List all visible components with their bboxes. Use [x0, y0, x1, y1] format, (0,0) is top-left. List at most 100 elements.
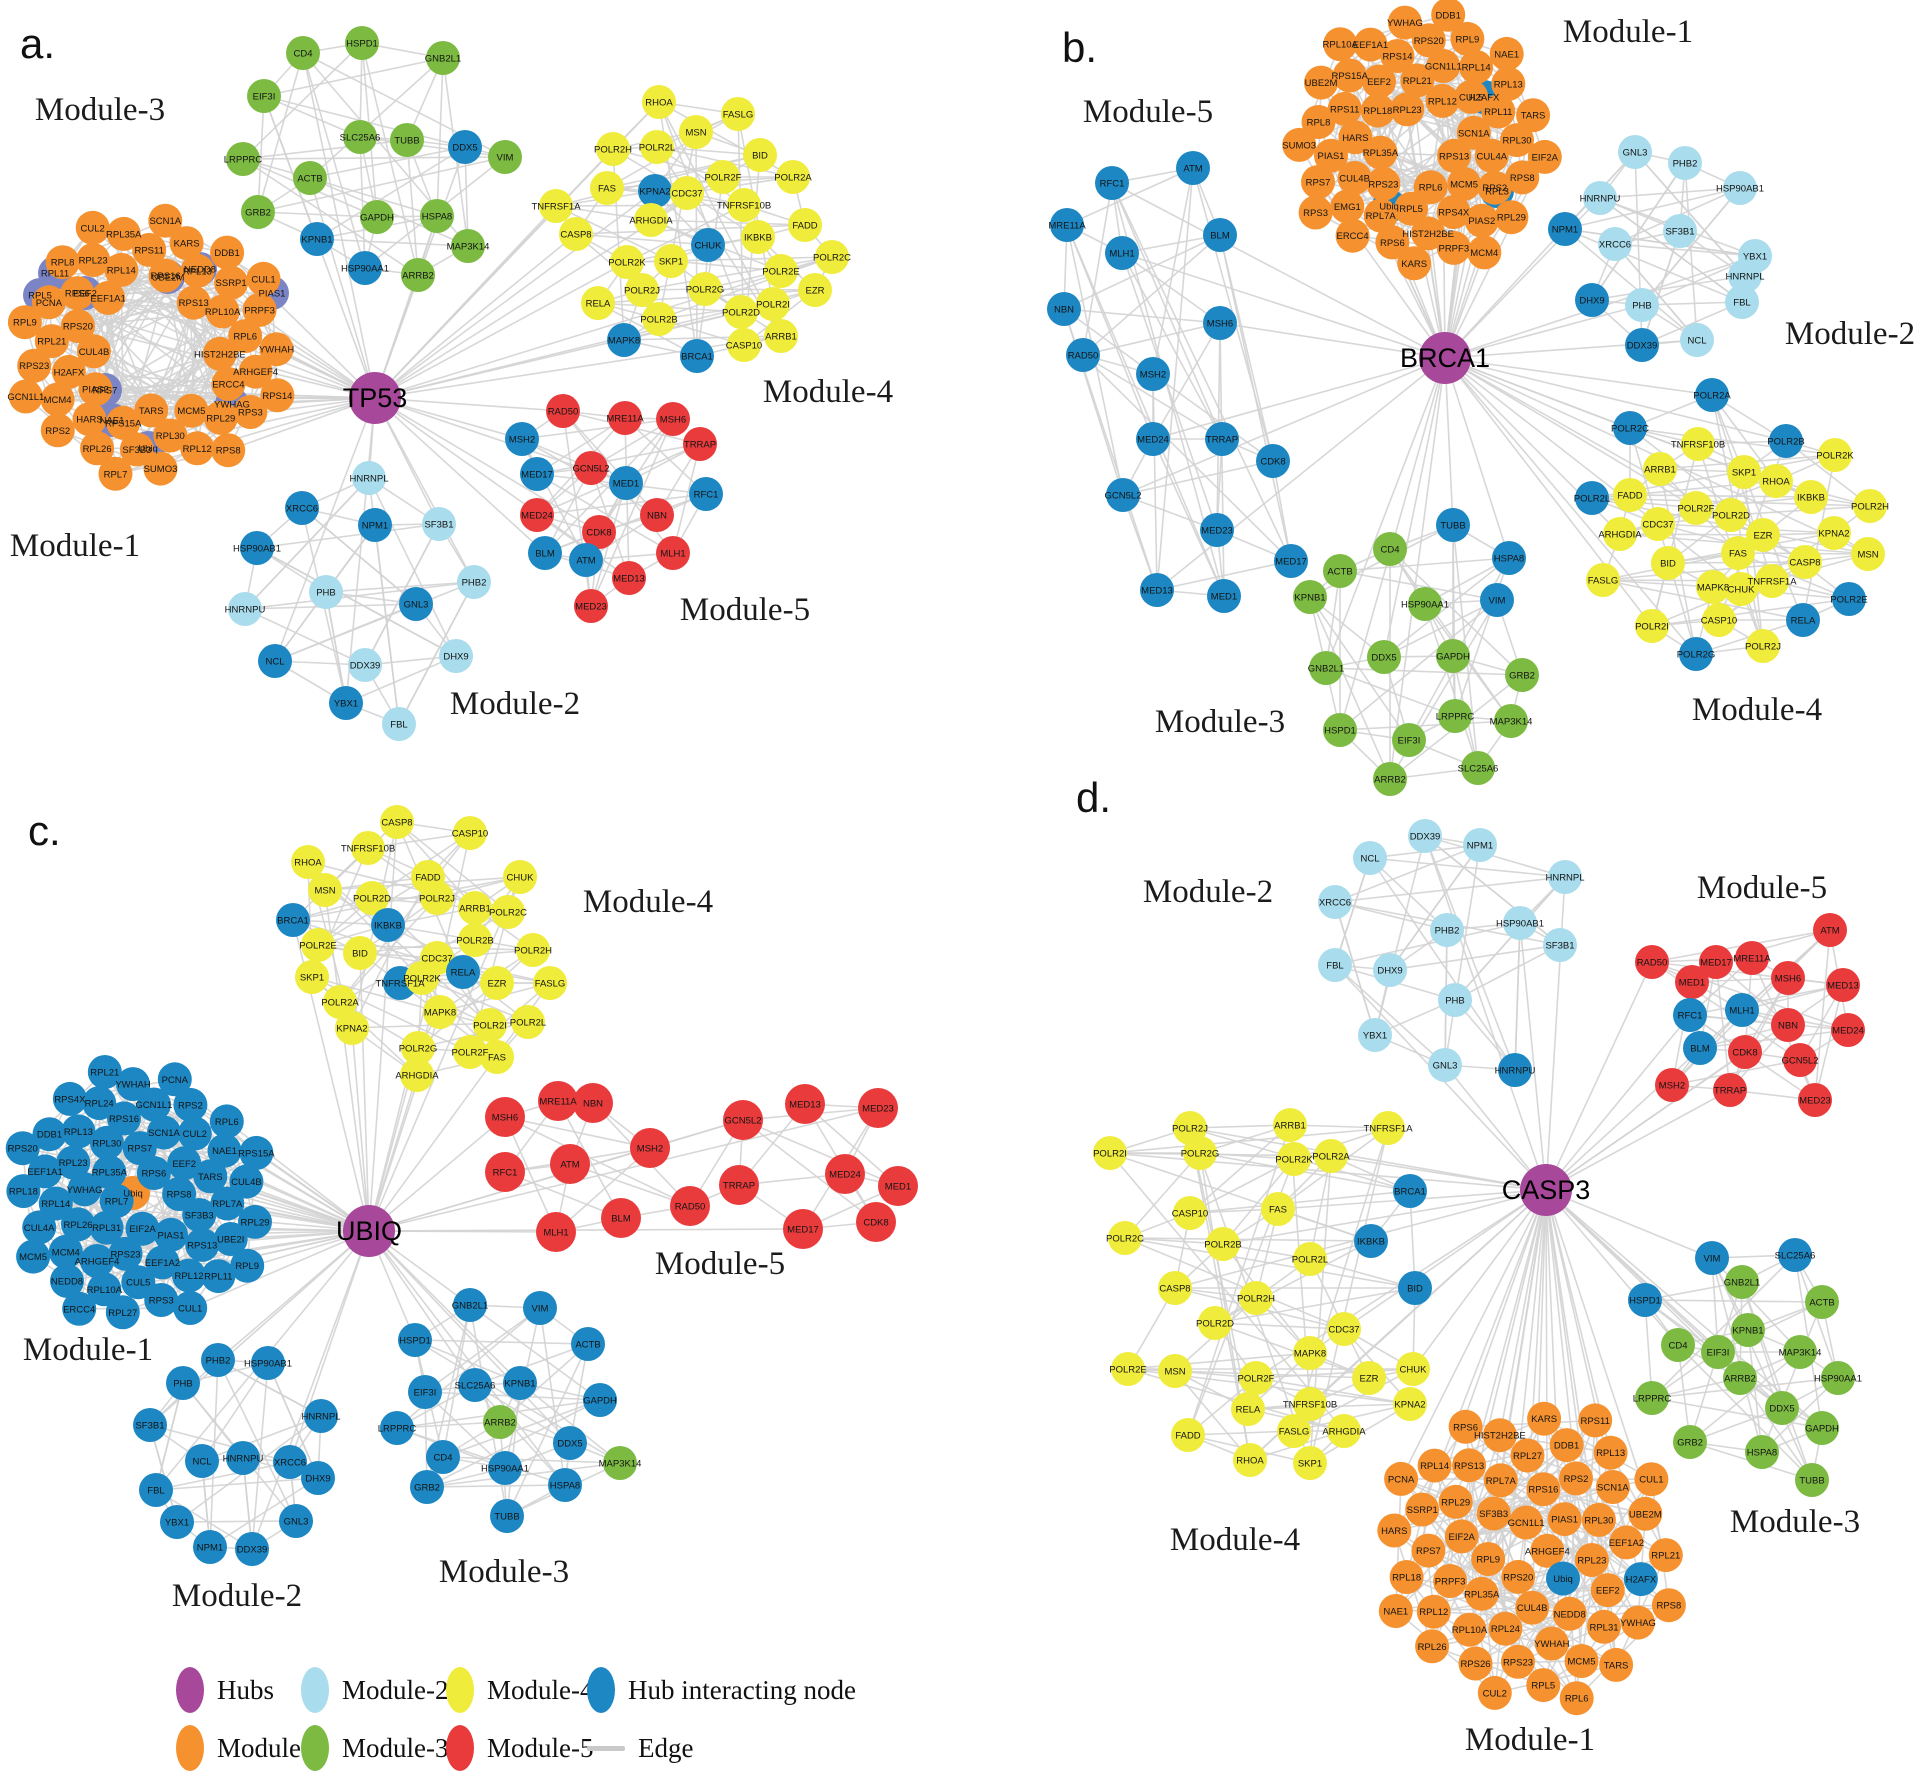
node-label-RELA: RELA	[1791, 616, 1816, 627]
node-label-NPM1: NPM1	[362, 521, 388, 532]
node-label-RPS6: RPS6	[141, 1169, 166, 1180]
node-EIF3I	[247, 79, 281, 113]
node-CUL4A	[1474, 138, 1509, 173]
node-label-SF3B3: SF3B3	[185, 1211, 214, 1222]
node-label-POLR2I: POLR2I	[1093, 1149, 1127, 1160]
node-RPS7	[1411, 1533, 1446, 1568]
node-HSP90AA1	[488, 1451, 522, 1485]
node-label-GNL3: GNL3	[1623, 148, 1648, 159]
node-RPS7	[122, 1131, 157, 1166]
node-POLR2I	[473, 1008, 507, 1042]
node-label-GNB2L1: GNB2L1	[452, 1301, 488, 1312]
node-MAP3K14	[1494, 704, 1528, 738]
node-label-MED17: MED17	[787, 1225, 819, 1236]
node-label-MSH2: MSH2	[509, 435, 535, 446]
node-PHB2	[1668, 146, 1702, 180]
node-RPL27	[105, 1295, 140, 1330]
node-label-RFC1: RFC1	[694, 490, 719, 501]
node-MED23	[858, 1088, 898, 1128]
node-label-EIF2A: EIF2A	[1532, 152, 1559, 163]
node-label-PCNA: PCNA	[36, 298, 63, 309]
node-label-DDX39: DDX39	[1410, 832, 1441, 843]
node-label-PIAS1: PIAS1	[259, 289, 286, 300]
node-label-SF3B1: SF3B1	[424, 520, 453, 531]
node-label-PHB2: PHB2	[1435, 926, 1460, 937]
node-SF3B3	[1476, 1496, 1511, 1531]
node-label-TRRAP: TRRAP	[684, 440, 716, 451]
node-GNL3	[399, 587, 433, 621]
node-label-PHB: PHB	[1445, 996, 1465, 1007]
node-PHB2	[457, 565, 491, 599]
node-label-CASP10: CASP10	[1172, 1209, 1208, 1220]
node-label-RPS11: RPS11	[1330, 104, 1359, 115]
node-label-RFC1: RFC1	[493, 1168, 518, 1179]
node-label-RPS8: RPS8	[167, 1190, 192, 1201]
node-label-ATM: ATM	[1183, 164, 1202, 175]
node-label-HNRNPL: HNRNPL	[1725, 272, 1764, 283]
node-label-POLR2A: POLR2A	[774, 173, 812, 184]
node-label-EIF2A: EIF2A	[1448, 1532, 1475, 1543]
node-RPS4X	[52, 1081, 87, 1116]
node-PHB	[1625, 288, 1659, 322]
node-label-MLH1: MLH1	[1729, 1006, 1754, 1017]
node-RPL27	[1510, 1438, 1545, 1473]
node-label-NEDD8: NEDD8	[184, 265, 216, 276]
node-HARS	[1377, 1513, 1412, 1548]
node-label-RPL29: RPL29	[1441, 1497, 1470, 1508]
node-label-XRCC6: XRCC6	[286, 504, 318, 515]
node-CDC37	[1641, 507, 1675, 541]
node-RPL7	[99, 1183, 134, 1218]
node-TUBB	[1795, 1463, 1829, 1497]
node-label-EZR: EZR	[488, 979, 507, 990]
node-TNFRSF1A	[539, 189, 573, 223]
node-RPL35A	[1464, 1576, 1499, 1611]
node-label-RPL9: RPL9	[1476, 1555, 1500, 1566]
node-label-BLM: BLM	[535, 549, 555, 560]
node-label-ARHGDIA: ARHGDIA	[1598, 530, 1642, 541]
node-label-ARRB2: ARRB2	[484, 1418, 516, 1429]
node-DDX39	[235, 1532, 269, 1566]
node-CASP10	[1702, 603, 1736, 637]
node-label-Ubiq: Ubiq	[1553, 1574, 1573, 1585]
node-label-POLR2E: POLR2E	[1109, 1365, 1147, 1376]
node-label-HSPA8: HSPA8	[422, 212, 452, 223]
node-label-RPS16: RPS16	[151, 271, 181, 282]
node-GCN5L2	[1106, 478, 1140, 512]
node-CD4	[426, 1440, 460, 1474]
node-label-RPL30: RPL30	[1502, 136, 1531, 147]
node-label-BLM: BLM	[611, 1214, 631, 1225]
node-MAPK8	[1293, 1336, 1327, 1370]
node-label-CUL1: CUL1	[178, 1304, 202, 1315]
node-label-DHX9: DHX9	[443, 652, 468, 663]
node-label-RPS23: RPS23	[1503, 1657, 1533, 1668]
node-label-MED13: MED13	[1827, 981, 1859, 992]
node-POLR2A	[323, 985, 357, 1019]
node-label-TUBB: TUBB	[494, 1512, 519, 1523]
node-EEF1A1	[1353, 27, 1388, 62]
node-HSP90AB1	[1723, 171, 1757, 205]
node-YWHAH	[1534, 1626, 1569, 1661]
module-label-b-Module-4: Module-4	[1692, 692, 1822, 728]
node-label-YWHAG: YWHAG	[67, 1185, 103, 1196]
node-MED24	[1136, 422, 1170, 456]
node-label-GCN1L1: GCN1L1	[7, 392, 44, 403]
node-layer	[7, 26, 849, 741]
node-HSP90AA1	[1821, 1361, 1855, 1395]
node-label-FADD: FADD	[792, 221, 817, 232]
node-CD4	[1661, 1328, 1695, 1362]
node-label-Ubiq: Ubiq	[1379, 202, 1399, 213]
node-label-RPL30: RPL30	[92, 1138, 121, 1149]
node-label-PRPF3: PRPF3	[244, 305, 275, 316]
node-label-POLR2L: POLR2L	[1292, 1255, 1328, 1266]
node-GCN1L1	[1426, 49, 1461, 83]
node-label-POLR2J: POLR2J	[1745, 642, 1781, 653]
node-label-RAD50: RAD50	[675, 1202, 706, 1213]
node-label-MCM4: MCM4	[44, 395, 72, 406]
node-NCL	[1680, 323, 1714, 357]
node-POLR2F	[706, 160, 740, 194]
node-label-RPL24: RPL24	[85, 1099, 114, 1110]
node-CDC37	[1327, 1312, 1361, 1346]
panel-b: RFC1 ATM MRE11A MLH1 BLM NBN MSH6 RAD50 MSH2 MED2…	[1047, 0, 1915, 796]
node-TNFRSF10B	[727, 188, 761, 222]
node-TNFRSF10B	[351, 831, 385, 865]
